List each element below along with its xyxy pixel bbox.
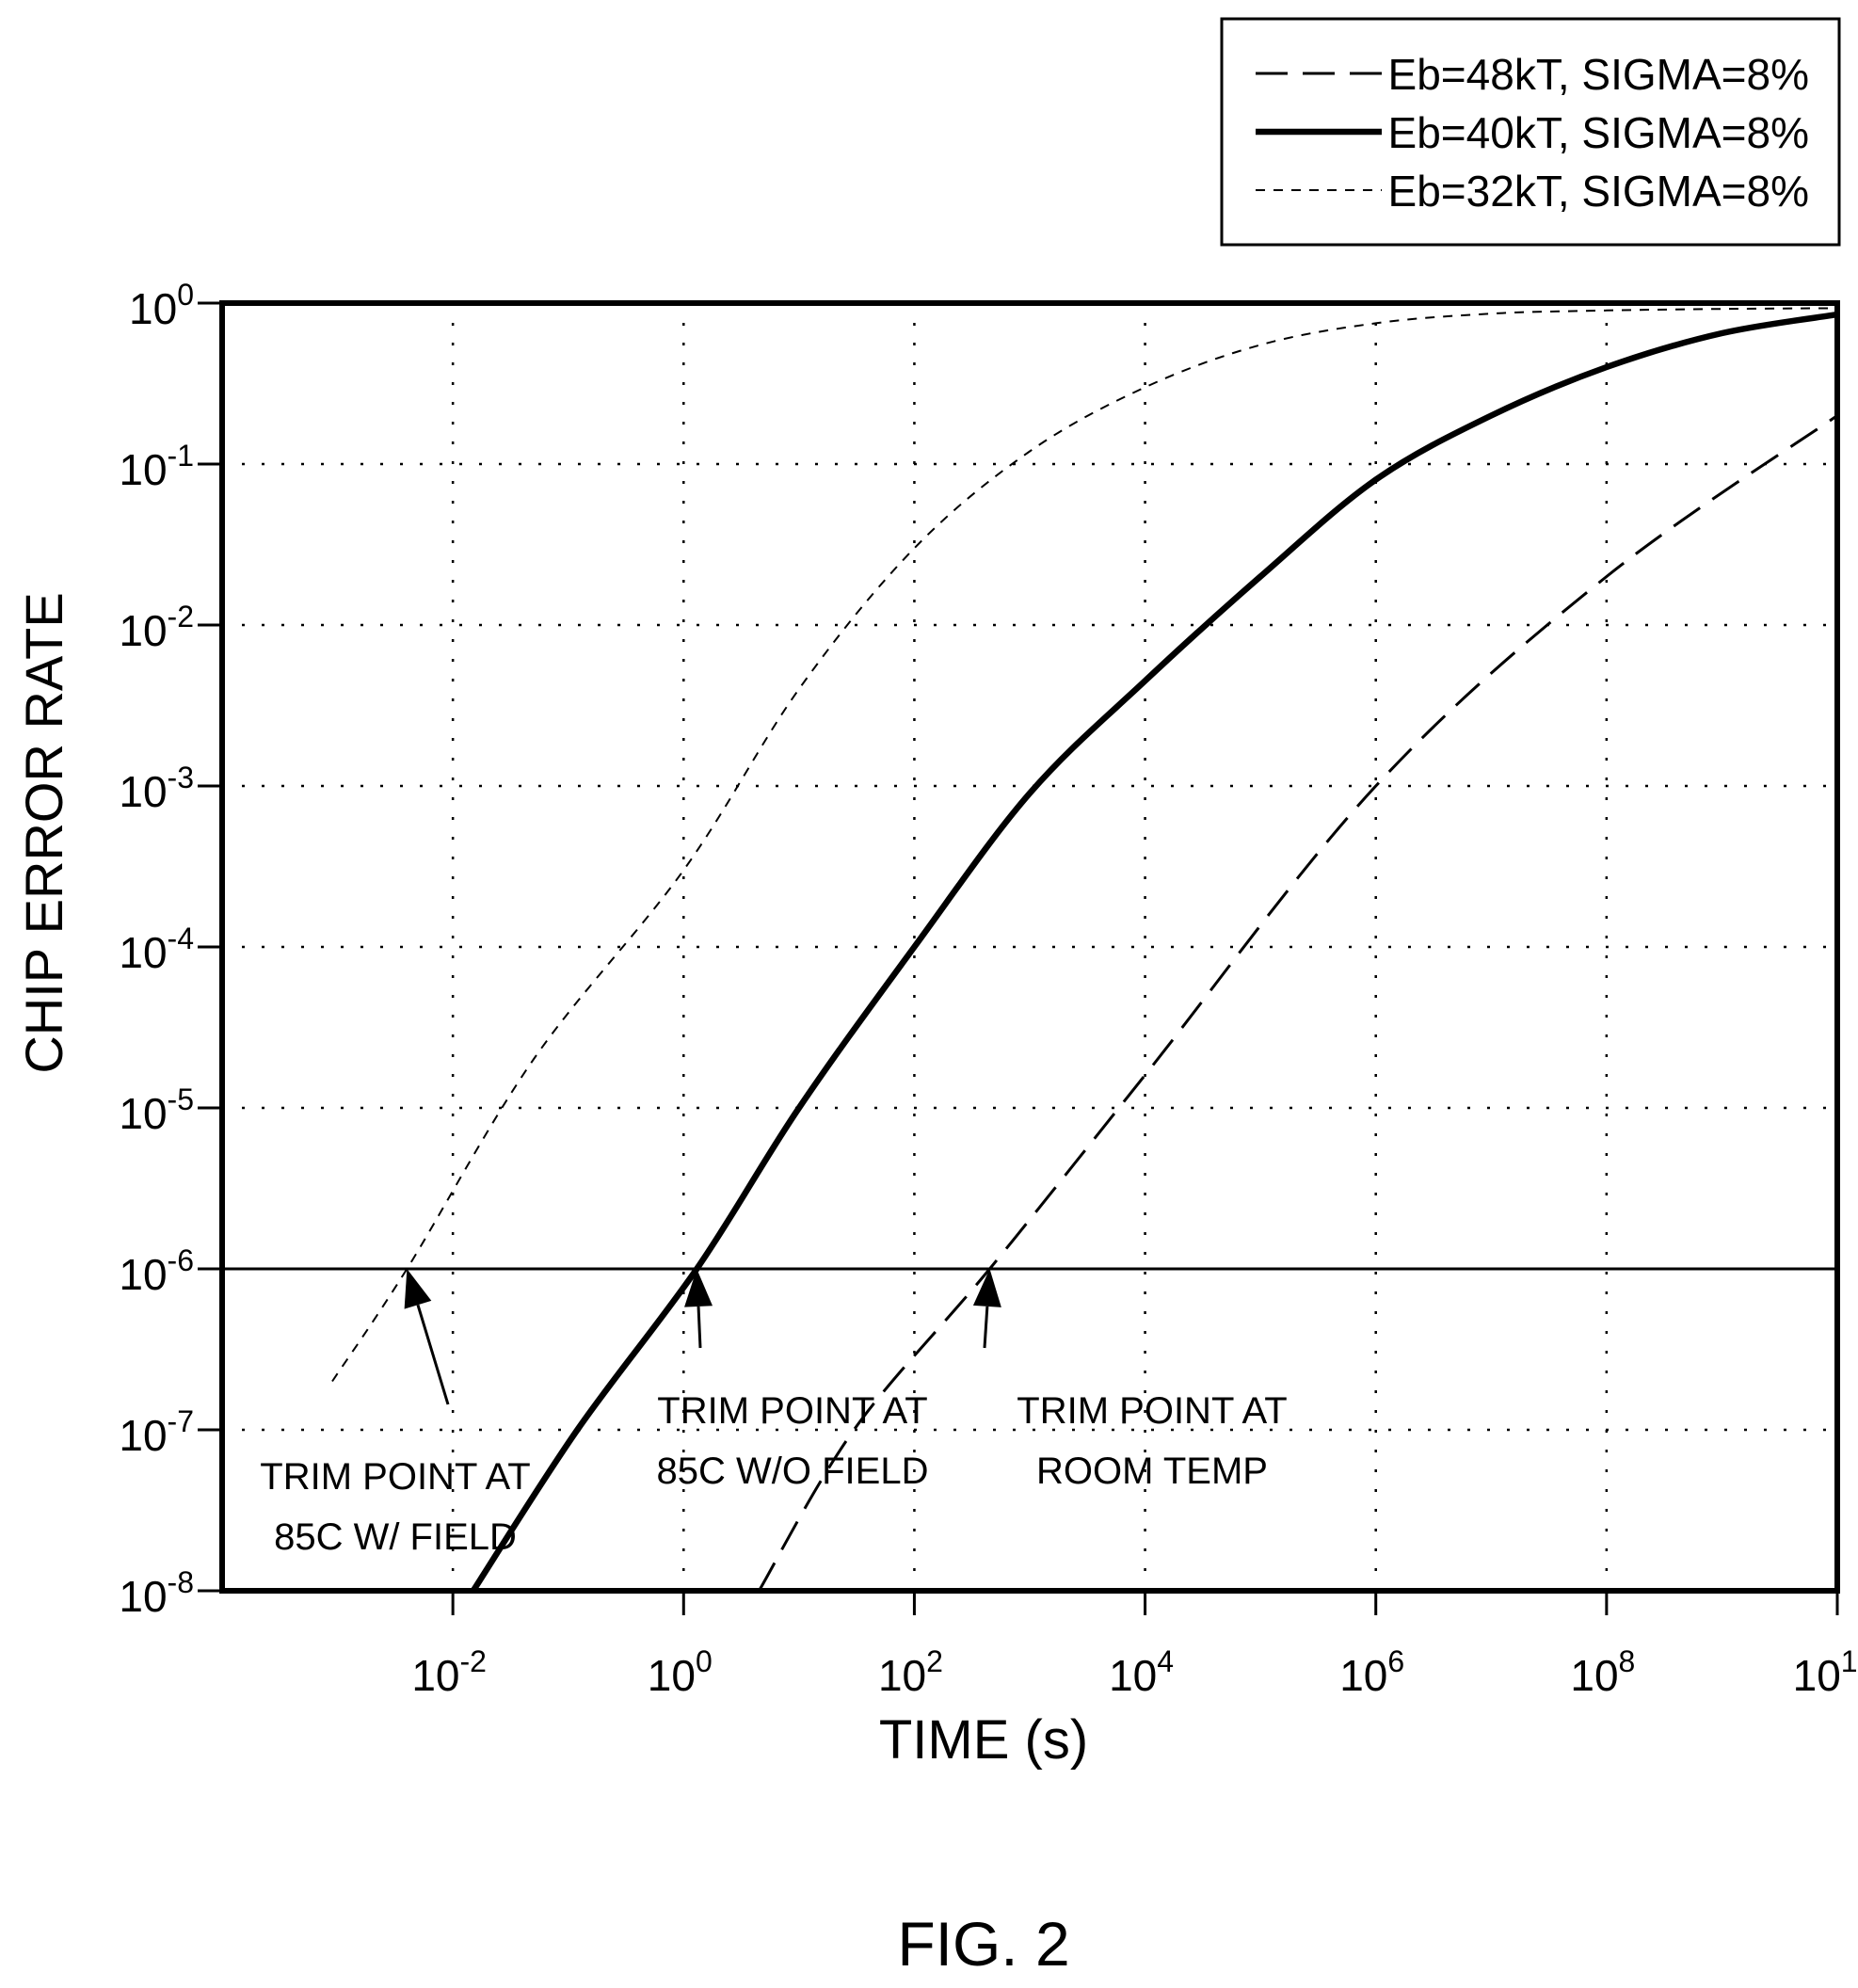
annotation-arrow-line (983, 1306, 989, 1349)
annotation-arrow-head (404, 1269, 432, 1309)
annotation-arrow-head (972, 1269, 1001, 1307)
y-tick-label: 10-6 (119, 1243, 194, 1299)
legend-label-1: Eb=48kT, SIGMA=8% (1388, 50, 1809, 99)
x-axis-label: TIME (s) (879, 1709, 1088, 1771)
annotation-text: 85C W/O FIELD (657, 1451, 929, 1492)
legend: Eb=48kT, SIGMA=8% Eb=40kT, SIGMA=8% Eb=32k… (1220, 17, 1841, 247)
series-line-2 (470, 311, 1838, 1593)
series-line-1 (758, 414, 1838, 1592)
y-tick-label: 10-3 (119, 761, 194, 816)
y-tick-label: 10-5 (119, 1082, 194, 1138)
x-tick-label: 104 (1109, 1644, 1174, 1700)
annotation-arrow-head (684, 1269, 713, 1307)
annotation-arrow-line (416, 1304, 450, 1405)
x-tick-label: 106 (1339, 1644, 1404, 1700)
x-axis-ticks: 10-2 100 102 104 106 108 1010 (411, 1591, 1858, 1700)
x-tick-label: 100 (648, 1644, 713, 1700)
annotation-arrow-line (697, 1306, 702, 1349)
y-tick-label: 10-2 (119, 600, 194, 655)
annotation-text: 85C W/ FIELD (274, 1516, 517, 1558)
annotation-text: TRIM POINT AT (1017, 1390, 1287, 1432)
annotation-text: ROOM TEMP (1036, 1451, 1268, 1492)
y-tick-label: 100 (129, 278, 194, 333)
annotation-text: TRIM POINT AT (260, 1456, 530, 1498)
y-tick-label: 10-1 (119, 439, 194, 494)
x-tick-label: 108 (1570, 1644, 1635, 1700)
figure-label: FIG. 2 (897, 1909, 1069, 1979)
x-tick-label: 1010 (1793, 1644, 1858, 1700)
y-tick-label: 10-8 (119, 1565, 194, 1621)
series-line-3 (331, 307, 1838, 1383)
y-axis-label: CHIP ERROR RATE (14, 592, 73, 1073)
y-tick-label: 10-7 (119, 1404, 194, 1460)
legend-label-3: Eb=32kT, SIGMA=8% (1388, 167, 1809, 216)
y-tick-label: 10-4 (119, 922, 194, 977)
y-axis-ticks: 100 10-1 10-2 10-3 10-4 10-5 10-6 10-7 10-8 (119, 278, 222, 1621)
annotation-text: TRIM POINT AT (657, 1390, 927, 1432)
annotations: TRIM POINT AT 85C W/ FIELD TRIM POINT AT 85… (260, 1269, 1288, 1558)
x-tick-label: 102 (878, 1644, 943, 1700)
data-curves (331, 307, 1838, 1593)
x-tick-label: 10-2 (411, 1644, 487, 1700)
legend-label-2: Eb=40kT, SIGMA=8% (1388, 108, 1809, 157)
